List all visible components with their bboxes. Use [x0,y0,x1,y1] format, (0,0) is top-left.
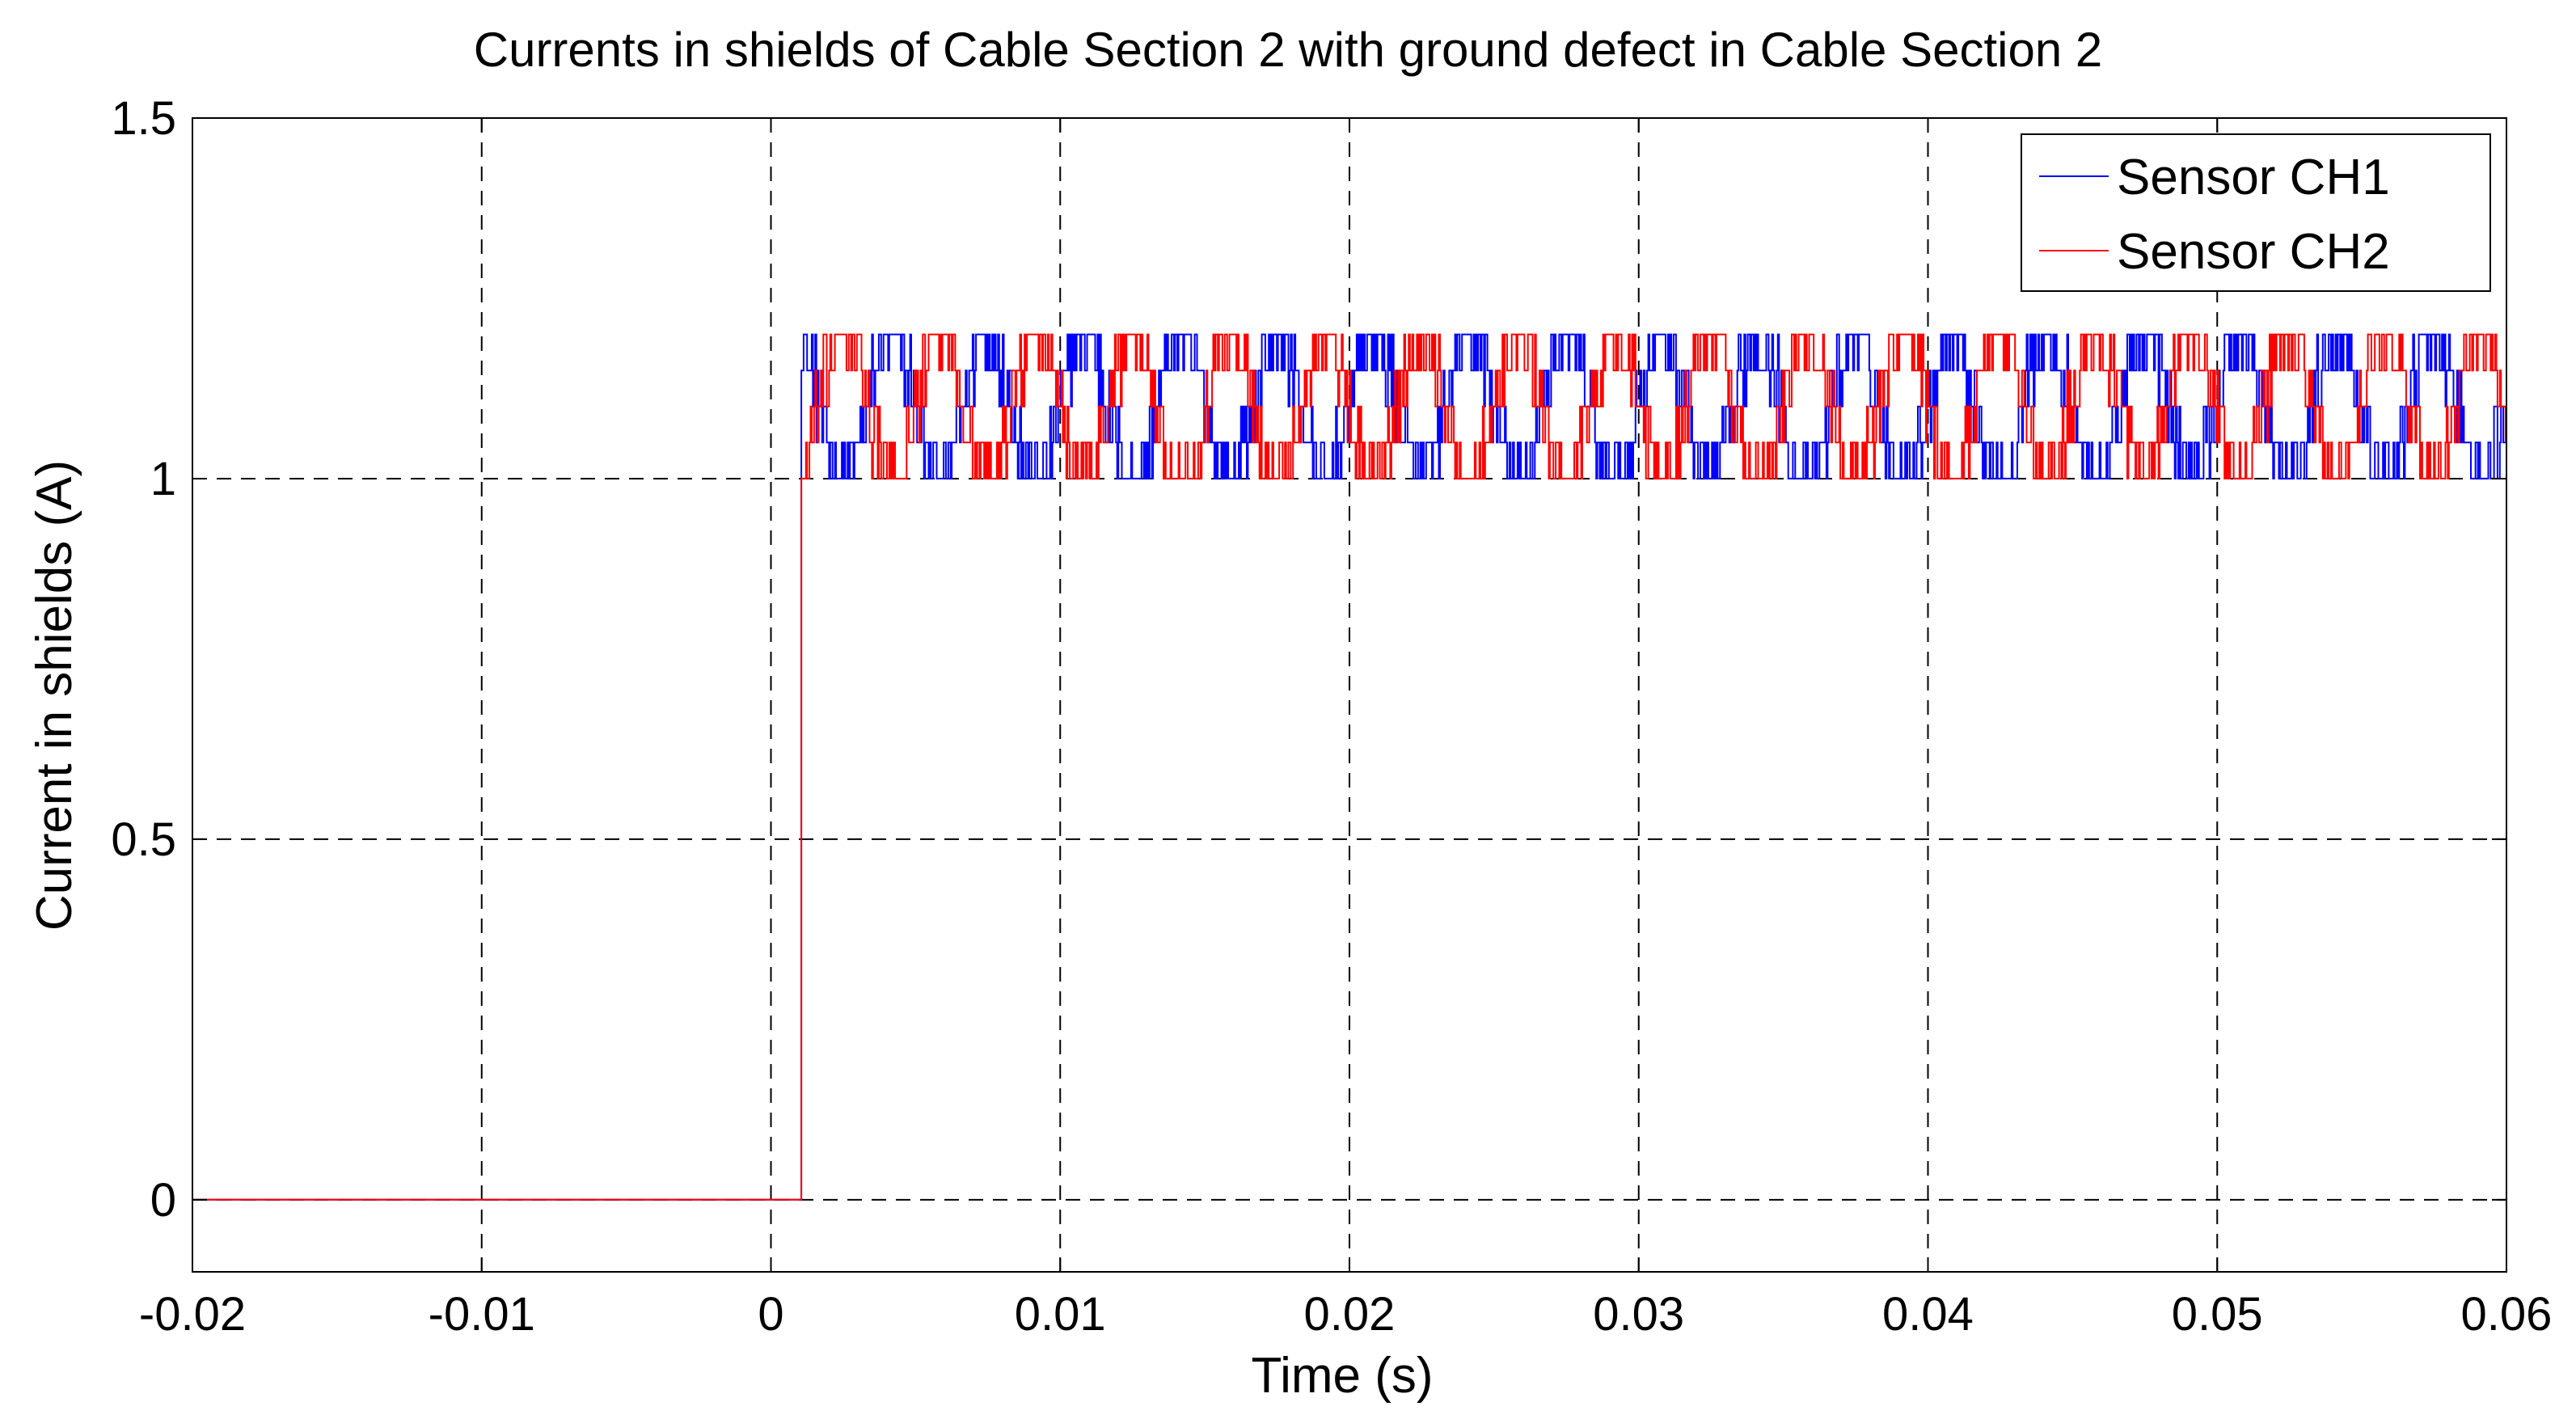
x-tick-label: 0 [758,1288,783,1341]
series-line-1 [192,333,2506,1201]
x-tick-label: -0.02 [139,1288,246,1341]
y-tick-label: 1 [150,453,176,505]
legend-box [2021,133,2491,292]
x-tick-label: 0.01 [1015,1288,1106,1341]
y-tick-label: 1.5 [111,92,176,145]
legend-label-2: Sensor CH2 [2117,224,2390,280]
chart-title: Currents in shields of Cable Section 2 w… [474,23,2102,77]
x-tick-label: 0.02 [1304,1288,1396,1341]
axis-ticks: -0.02 -0.01 0 0.01 0.02 0.03 0.04 0.05 0.06 0 0.5 1… [111,92,2552,1341]
y-tick-label: 0 [150,1174,176,1227]
y-tick-label: 0.5 [111,813,176,866]
legend-label-1: Sensor CH1 [2117,150,2390,205]
x-tick-label: 0.04 [1882,1288,1974,1341]
x-tick-label: 0.05 [2172,1288,2263,1341]
x-axis-label: Time (s) [1252,1348,1434,1404]
x-tick-label: 0.06 [2461,1288,2553,1341]
legend: Sensor CH1 Sensor CH2 [2021,133,2491,292]
series-line-2 [192,333,2506,1201]
x-tick-label: 0.03 [1593,1288,1684,1341]
y-axis-label: Current in shields (A) [27,460,82,931]
plot-area [192,333,2506,1201]
x-tick-label: -0.01 [429,1288,535,1341]
